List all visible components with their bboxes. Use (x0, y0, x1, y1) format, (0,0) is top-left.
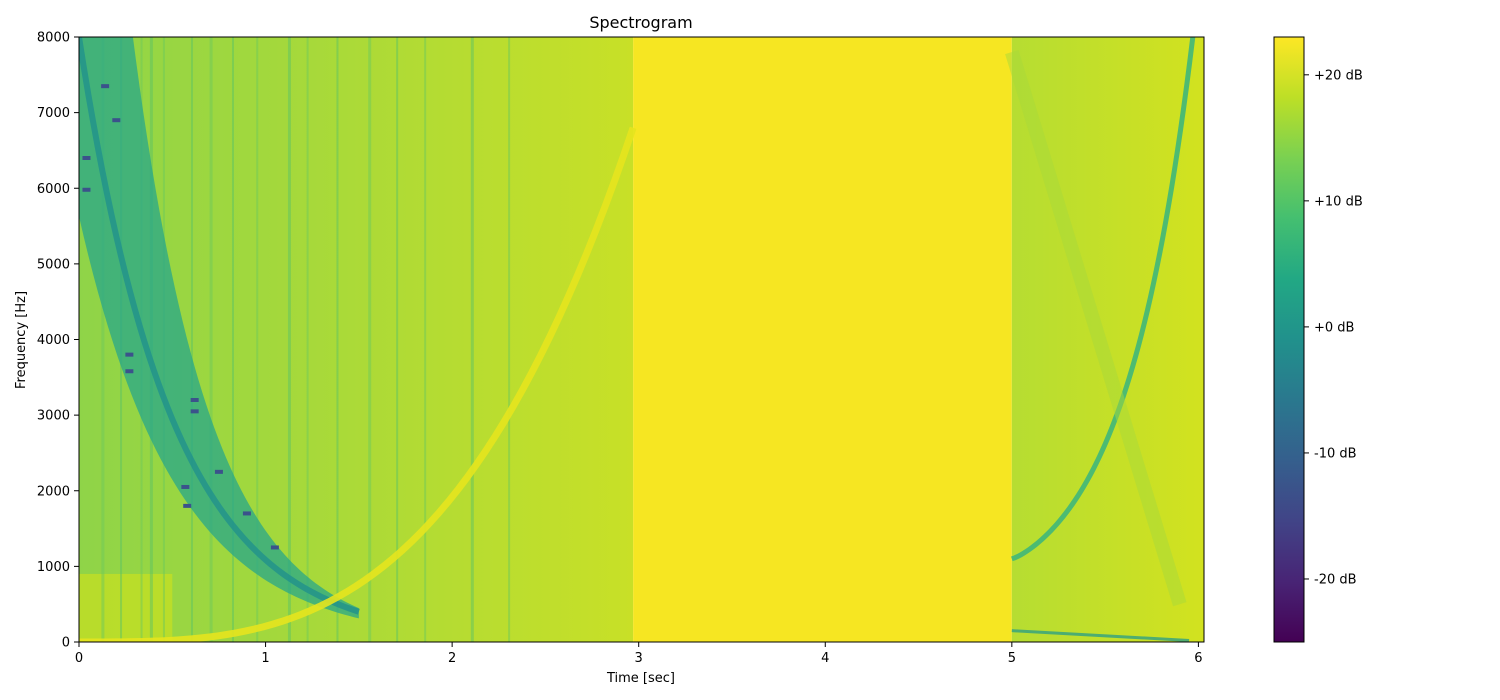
heatmap-streak (256, 37, 259, 642)
x-tick-label: 3 (635, 651, 643, 666)
y-tick-label: 6000 (37, 182, 70, 197)
x-tick-label: 6 (1194, 651, 1202, 666)
x-tick-label: 5 (1008, 651, 1016, 666)
heatmap-streak (396, 37, 399, 642)
y-tick-label: 1000 (37, 560, 70, 575)
chirp-speck (181, 484, 190, 489)
y-tick-label: 3000 (37, 409, 70, 424)
y-axis-label: Frequency [Hz] (14, 291, 29, 389)
y-axis: 0 1000 2000 3000 4000 5000 6000 7000 8000 (37, 31, 79, 651)
chirp-speck (183, 503, 192, 508)
chirp-speck (101, 84, 110, 89)
x-tick-label: 0 (75, 651, 83, 666)
heatmap-streak (190, 37, 193, 642)
chirp-speck (190, 398, 199, 402)
heatmap-low-band (79, 573, 173, 642)
y-tick-label: 2000 (37, 484, 70, 499)
plot-area (79, 37, 1204, 642)
decreasing-chirp-band (79, 37, 359, 619)
heatmap-streak (231, 37, 234, 642)
x-tick-label: 2 (448, 651, 456, 666)
heatmap-streak (209, 37, 213, 642)
chirp-speck (112, 118, 121, 123)
y-tick-label: 8000 (37, 31, 70, 46)
heatmap-streak (470, 37, 474, 642)
late-diagonal (1005, 50, 1187, 607)
chirp-speck (214, 469, 223, 474)
y-tick-label: 7000 (37, 106, 70, 121)
decreasing-chirp-line (79, 37, 360, 615)
x-axis: 0 1 2 3 4 5 6 (75, 642, 1203, 666)
colorbar-tick-label: -20 dB (1314, 572, 1357, 587)
y-tick-label: 0 (62, 636, 70, 651)
colorbar (1273, 36, 1305, 643)
heatmap-streak (336, 37, 339, 642)
colorbar-tick-label: +0 dB (1314, 320, 1354, 335)
y-tick-label: 5000 (37, 257, 70, 272)
x-axis-label: Time [sec] (606, 671, 675, 686)
chirp-speck (270, 545, 279, 550)
chirp-speck (82, 187, 91, 192)
heatmap-streak (101, 37, 105, 642)
heatmap-streak (508, 37, 511, 642)
chirp-speck (125, 352, 134, 357)
y-tick-label: 4000 (37, 333, 70, 348)
chart-title: Spectrogram (589, 13, 692, 32)
colorbar-ticks: +20 dB +10 dB +0 dB -10 dB -20 dB (1304, 68, 1363, 587)
heatmap-streak (306, 37, 309, 642)
colorbar-tick-label: +10 dB (1314, 194, 1363, 209)
heatmap-region-uniform (633, 37, 1012, 642)
increasing-chirp-line (79, 126, 637, 642)
chirp-speck (82, 156, 91, 160)
heatmap-streak (424, 37, 427, 642)
chirp-speck (190, 409, 199, 414)
x-tick-label: 1 (261, 651, 269, 666)
x-tick-label: 4 (821, 651, 829, 666)
chirp-speck (125, 369, 134, 374)
late-chirp-line (1011, 37, 1196, 562)
heatmap-streak (287, 37, 291, 642)
heatmap-streak (368, 37, 372, 642)
late-bottom-line (1011, 629, 1190, 642)
colorbar-tick-label: +20 dB (1314, 68, 1363, 83)
chirp-speck (242, 511, 251, 516)
colorbar-tick-label: -10 dB (1314, 446, 1357, 461)
